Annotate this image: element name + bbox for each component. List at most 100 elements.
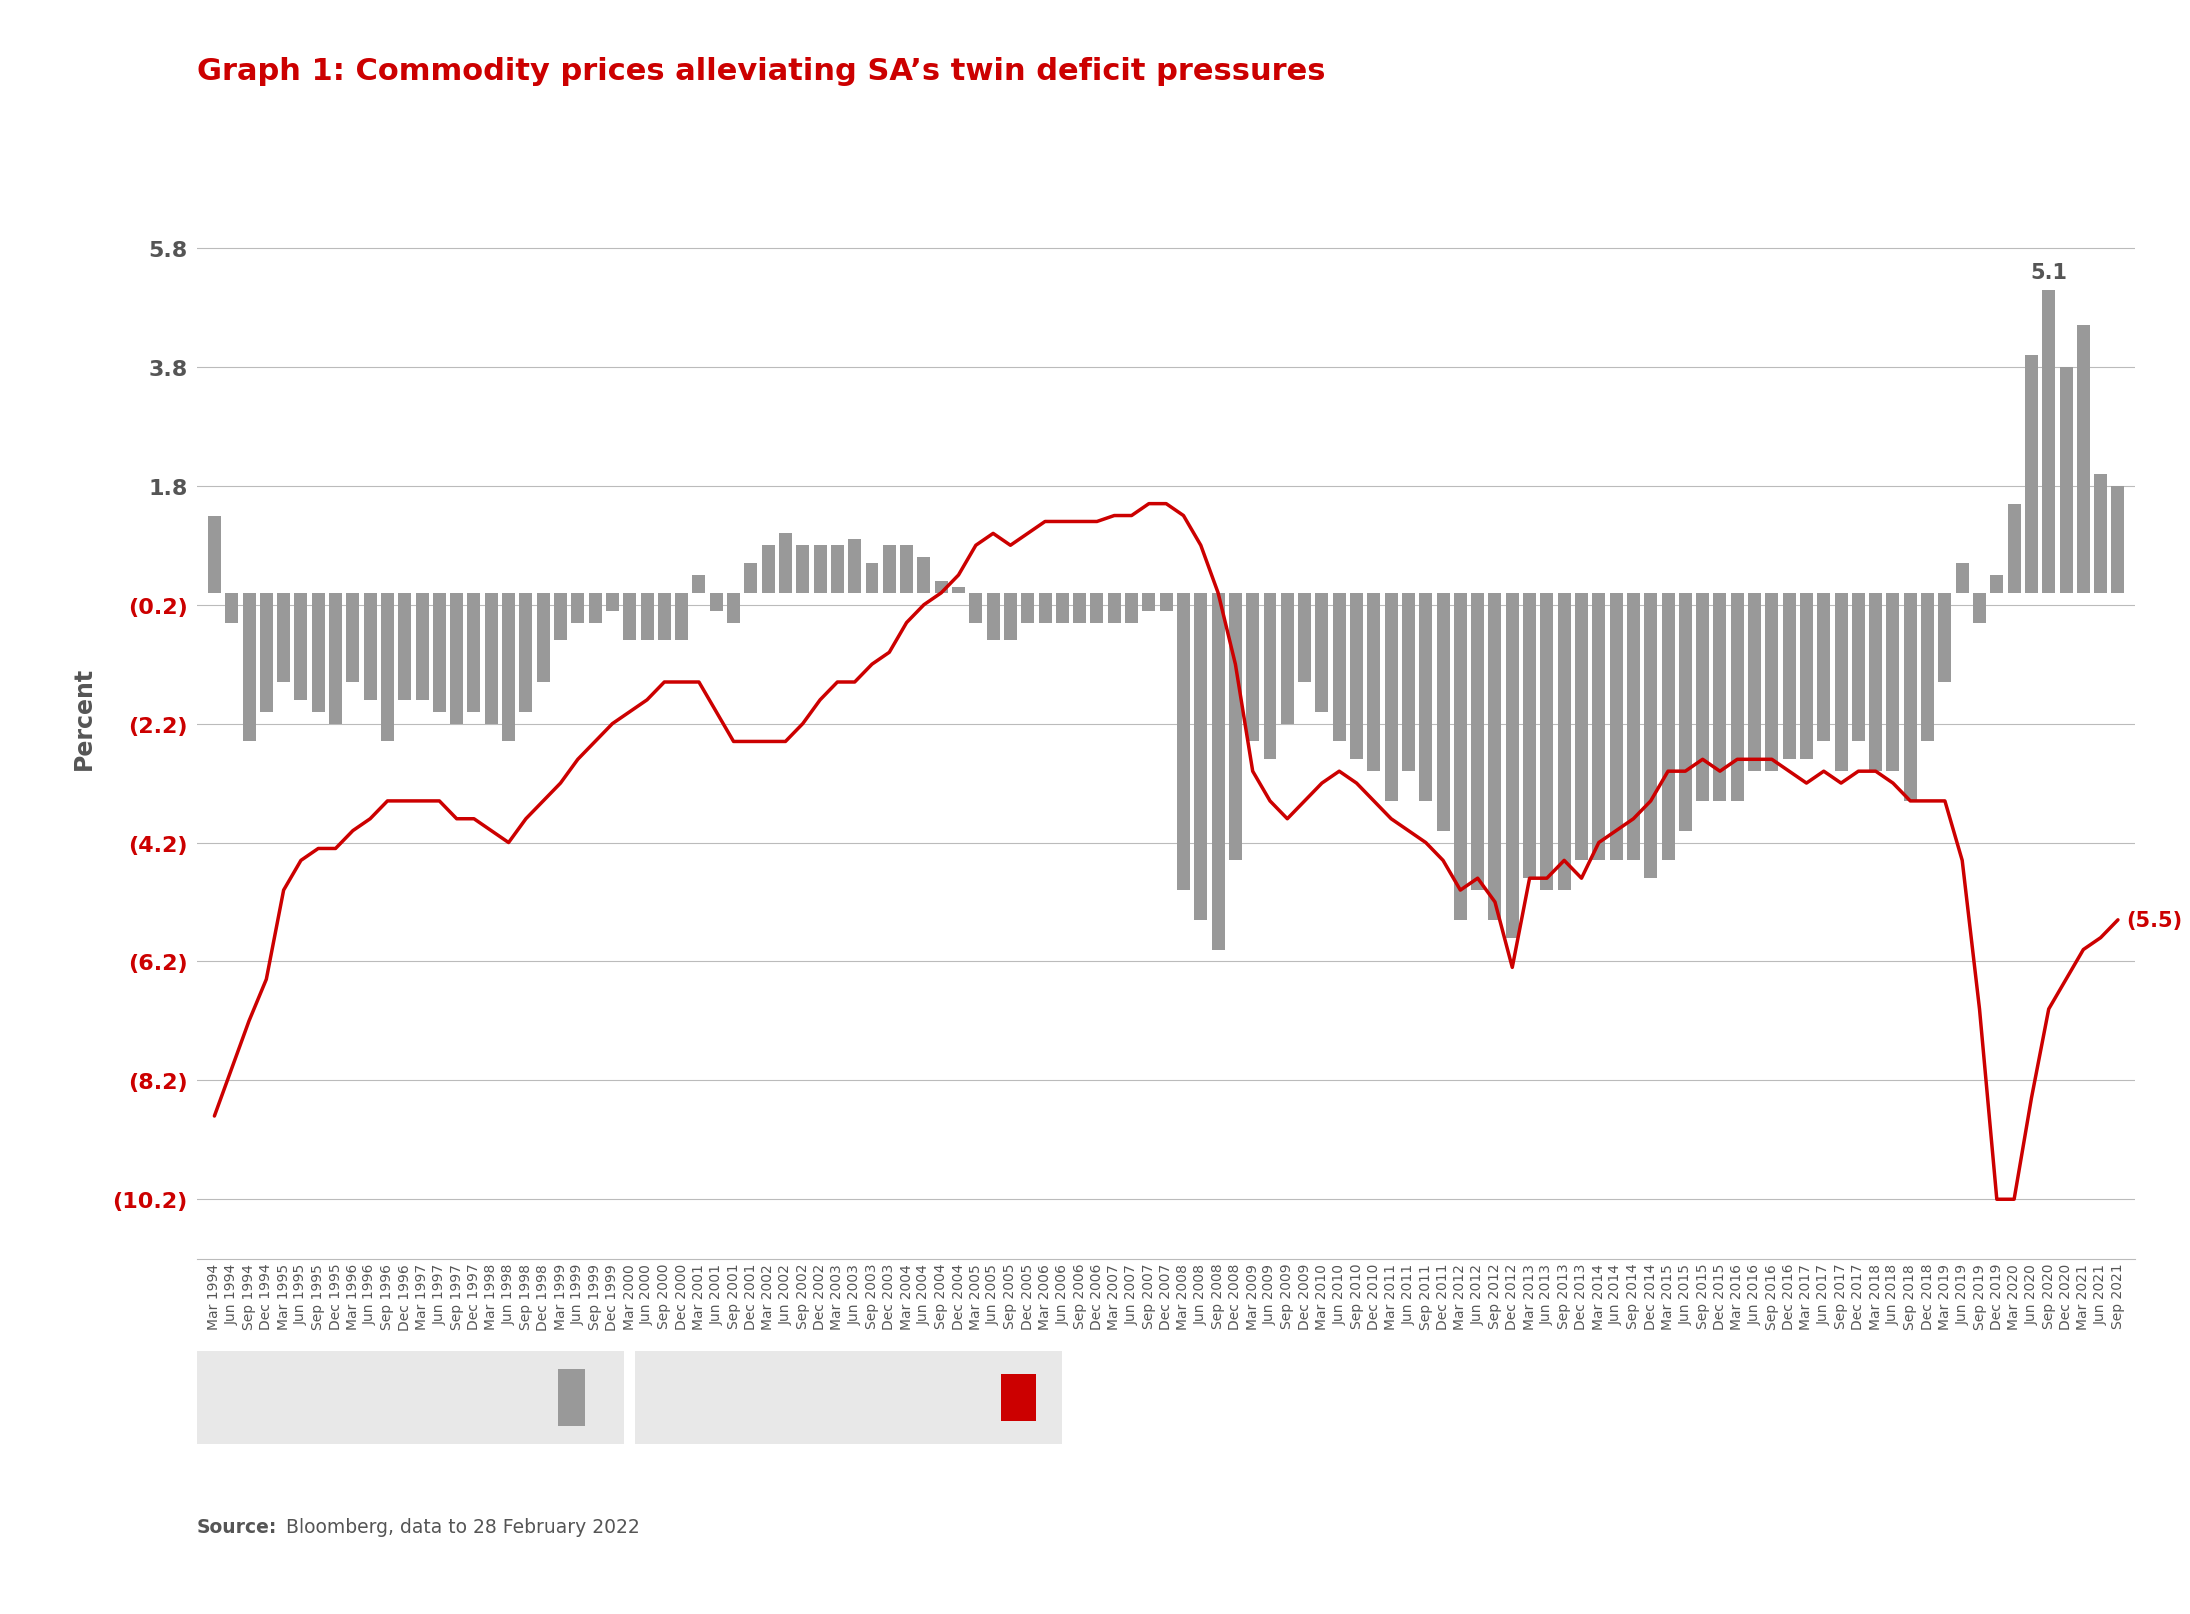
- Bar: [865, 563, 878, 594]
- Bar: [2076, 326, 2089, 594]
- Text: Source:: Source:: [197, 1517, 278, 1537]
- Bar: [1454, 594, 1467, 920]
- Bar: [364, 594, 377, 700]
- Y-axis label: Percent: Percent: [72, 667, 96, 770]
- Bar: [935, 581, 948, 594]
- Bar: [502, 594, 515, 742]
- Bar: [1853, 594, 1866, 742]
- Bar: [589, 594, 602, 623]
- Bar: [381, 594, 394, 742]
- Bar: [466, 594, 480, 712]
- Bar: [918, 558, 931, 594]
- Bar: [1730, 594, 1743, 802]
- Bar: [226, 594, 239, 623]
- Bar: [1021, 594, 1034, 623]
- Bar: [1334, 594, 1345, 742]
- Bar: [1695, 594, 1708, 802]
- Bar: [1680, 594, 1693, 831]
- Bar: [434, 594, 447, 712]
- Bar: [1472, 594, 1485, 891]
- Bar: [1818, 594, 1831, 742]
- Bar: [692, 576, 705, 594]
- Bar: [399, 594, 412, 700]
- Bar: [675, 594, 688, 641]
- Bar: [2094, 475, 2107, 594]
- Bar: [1056, 594, 1069, 623]
- Text: Graph 1: Commodity prices alleviating SA’s twin deficit pressures: Graph 1: Commodity prices alleviating SA…: [197, 56, 1325, 86]
- Bar: [1349, 594, 1362, 760]
- Bar: [1575, 594, 1588, 860]
- Bar: [970, 594, 983, 623]
- Bar: [1108, 594, 1121, 623]
- Bar: [1419, 594, 1432, 802]
- Bar: [451, 594, 462, 725]
- Bar: [1991, 576, 2004, 594]
- Text: 5.1: 5.1: [2030, 263, 2067, 284]
- Bar: [2043, 291, 2054, 594]
- Bar: [848, 541, 861, 594]
- Bar: [1316, 594, 1329, 712]
- Bar: [1281, 594, 1294, 725]
- Bar: [1592, 594, 1605, 860]
- Bar: [1870, 594, 1881, 771]
- Bar: [261, 594, 274, 712]
- Bar: [311, 594, 324, 712]
- Bar: [797, 546, 810, 594]
- Bar: [1073, 594, 1086, 623]
- Bar: [243, 594, 256, 742]
- Bar: [1003, 594, 1016, 641]
- Bar: [1973, 594, 1986, 623]
- Bar: [1627, 594, 1640, 860]
- Bar: [1713, 594, 1726, 802]
- Bar: [1903, 594, 1916, 802]
- Bar: [1489, 594, 1502, 920]
- Bar: [572, 594, 585, 623]
- Bar: [745, 563, 758, 594]
- Bar: [416, 594, 429, 700]
- Bar: [1091, 594, 1104, 623]
- Bar: [883, 546, 896, 594]
- Bar: [1211, 594, 1224, 951]
- Bar: [1229, 594, 1242, 860]
- Bar: [1956, 563, 1969, 594]
- Bar: [1264, 594, 1277, 760]
- Bar: [1610, 594, 1623, 860]
- Text: SA fiscal balance (% of GDP): SA fiscal balance (% of GDP): [661, 1388, 929, 1407]
- Bar: [1835, 594, 1848, 771]
- Bar: [1507, 594, 1518, 938]
- Bar: [657, 594, 670, 641]
- Bar: [1038, 594, 1051, 623]
- Bar: [988, 594, 999, 641]
- Bar: [554, 594, 567, 641]
- Bar: [1886, 594, 1899, 771]
- Bar: [484, 594, 497, 725]
- Bar: [710, 594, 723, 612]
- Bar: [780, 534, 793, 594]
- Bar: [537, 594, 550, 683]
- Bar: [815, 546, 826, 594]
- Bar: [1367, 594, 1380, 771]
- Bar: [208, 516, 221, 594]
- Bar: [762, 546, 775, 594]
- Bar: [1662, 594, 1675, 860]
- Bar: [1540, 594, 1553, 891]
- Bar: [624, 594, 637, 641]
- Bar: [519, 594, 532, 712]
- Text: Bloomberg, data to 28 February 2022: Bloomberg, data to 28 February 2022: [280, 1517, 639, 1537]
- Bar: [1161, 594, 1172, 612]
- Bar: [2026, 355, 2039, 594]
- Bar: [1126, 594, 1139, 623]
- Bar: [1557, 594, 1570, 891]
- Bar: [278, 594, 289, 683]
- Bar: [2111, 486, 2124, 594]
- Bar: [830, 546, 843, 594]
- Bar: [346, 594, 359, 683]
- Bar: [639, 594, 653, 641]
- Bar: [2008, 504, 2021, 594]
- Bar: [1384, 594, 1397, 802]
- Bar: [1765, 594, 1778, 771]
- Bar: [328, 594, 342, 725]
- Bar: [2059, 368, 2072, 594]
- Bar: [1748, 594, 1761, 771]
- Bar: [607, 594, 620, 612]
